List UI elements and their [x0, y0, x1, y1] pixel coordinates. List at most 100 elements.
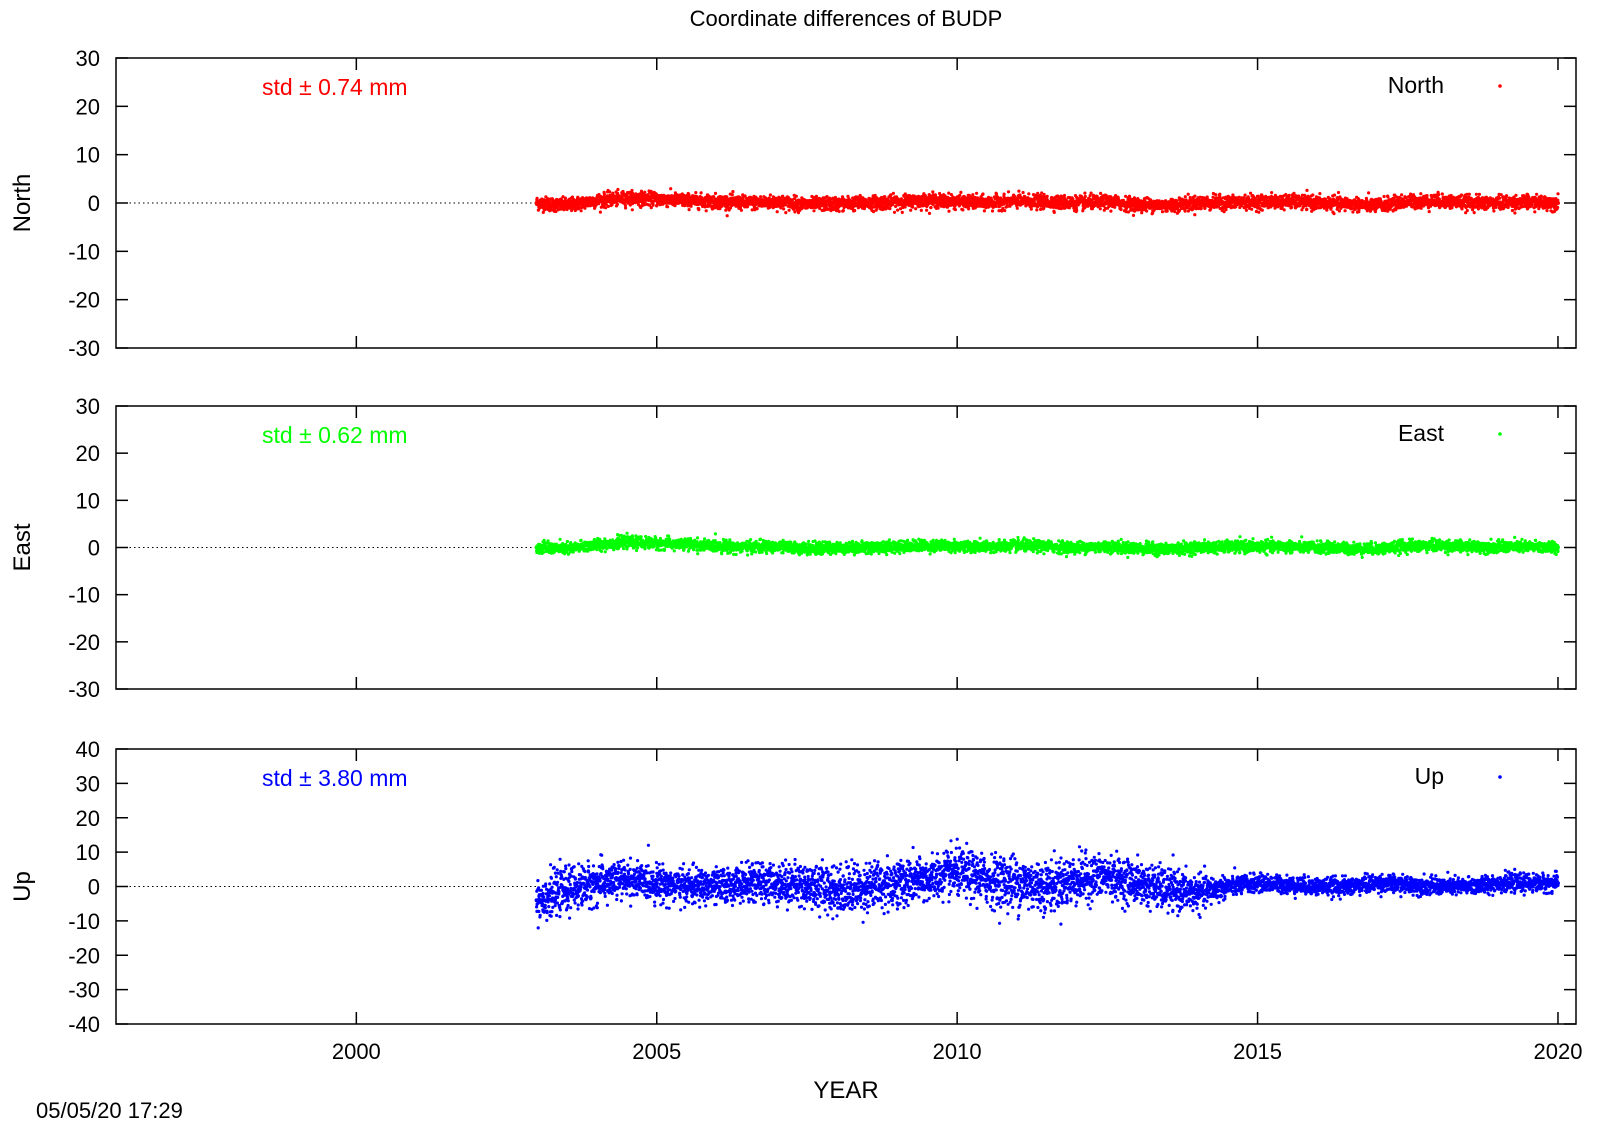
scatter-dot [812, 209, 815, 212]
scatter-dot [896, 209, 899, 212]
scatter-dot [1099, 192, 1102, 195]
scatter-dot [713, 206, 716, 209]
scatter-dot [652, 204, 655, 207]
scatter-dot [838, 210, 841, 213]
scatter-dot [1288, 194, 1291, 197]
scatter-dot [1290, 206, 1293, 209]
scatter-dot [929, 206, 932, 209]
scatter-dot [1166, 210, 1169, 213]
scatter-dot [1257, 211, 1260, 214]
scatter-dot [1333, 194, 1336, 197]
scatter-dot [1035, 208, 1038, 211]
scatter-dot [782, 207, 785, 210]
scatter-dot [1261, 209, 1264, 212]
scatter-dot [1175, 199, 1178, 202]
scatter-dot [1244, 194, 1247, 197]
scatter-dot [608, 190, 611, 193]
y-tick-label: 30 [76, 46, 100, 71]
scatter-dot [616, 203, 619, 206]
scatter-dot [931, 190, 934, 193]
scatter-dot [925, 209, 928, 212]
scatter-cloud-north [535, 187, 1560, 217]
scatter-dot [1425, 194, 1428, 197]
scatter-dot [947, 192, 950, 195]
scatter-dot [1338, 209, 1341, 212]
scatter-dot [947, 210, 950, 213]
scatter-dot [1003, 193, 1006, 196]
scatter-dot [1386, 195, 1389, 198]
scatter-dot [893, 211, 896, 214]
y-tick-label: 10 [76, 143, 100, 168]
scatter-dot [1016, 207, 1019, 210]
scatter-dot [995, 205, 998, 208]
scatter-dot [784, 211, 787, 214]
scatter-dot [564, 197, 567, 200]
scatter-dot [1383, 195, 1386, 198]
scatter-dot [776, 210, 779, 213]
scatter-dot [1113, 206, 1116, 209]
scatter-dot [714, 192, 717, 195]
scatter-dot [920, 209, 923, 212]
std-annotation: std ± 0.74 mm [262, 74, 408, 100]
scatter-dot [1083, 192, 1086, 195]
scatter-dot [603, 193, 606, 196]
scatter-dot [888, 207, 891, 210]
scatter-dot [1063, 194, 1066, 197]
scatter-dot [788, 209, 791, 212]
y-tick-label: 0 [88, 191, 100, 216]
scatter-dot [1120, 208, 1123, 211]
scatter-dot [1344, 209, 1347, 212]
scatter-dot [883, 195, 886, 198]
scatter-dot [1189, 196, 1192, 199]
y-tick-label: 20 [76, 94, 100, 119]
y-axis-label: North [9, 174, 36, 233]
scatter-dot [1099, 207, 1102, 210]
scatter-dot [759, 195, 762, 198]
scatter-dot [697, 208, 700, 211]
scatter-dot [666, 205, 669, 208]
scatter-dot [779, 206, 782, 209]
scatter-dot [1318, 192, 1321, 195]
scatter-dot [983, 209, 986, 212]
scatter-dot [900, 197, 903, 200]
scatter-dot [731, 190, 734, 193]
scatter-dot [1022, 191, 1025, 194]
scatter-dot [1351, 210, 1354, 213]
scatter-dot [909, 209, 912, 212]
scatter-dot [1257, 195, 1260, 198]
scatter-dot [1145, 209, 1148, 212]
scatter-dot [1367, 191, 1370, 194]
scatter-dot [971, 193, 974, 196]
scatter-dot [1109, 210, 1112, 213]
scatter-dot [631, 208, 634, 211]
scatter-dot [1075, 209, 1078, 212]
scatter-dot [914, 207, 917, 210]
scatter-dot [1036, 192, 1039, 195]
scatter-dot [1428, 210, 1431, 213]
scatter-dot [616, 188, 619, 191]
scatter-dot [694, 191, 697, 194]
scatter-dot [1249, 192, 1252, 195]
scatter-dot [700, 191, 703, 194]
scatter-dot [999, 196, 1002, 199]
y-tick-label: -10 [68, 239, 100, 264]
scatter-dot [769, 193, 772, 196]
scatter-dot [688, 208, 691, 211]
scatter-dot [580, 209, 583, 212]
scatter-dot [1224, 208, 1227, 211]
scatter-dot [1084, 195, 1087, 198]
scatter-dot [1193, 195, 1196, 198]
scatter-dot [1245, 209, 1248, 212]
y-tick-label: -20 [68, 288, 100, 313]
scatter-dot [536, 197, 539, 200]
scatter-dot [958, 194, 961, 197]
scatter-dot [1337, 191, 1340, 194]
scatter-dot [991, 209, 994, 212]
scatter-dot [1030, 208, 1033, 211]
scatter-dot [961, 208, 964, 211]
scatter-dot [1053, 211, 1056, 214]
scatter-dot [1305, 208, 1308, 211]
scatter-dot [892, 192, 895, 195]
scatter-dot [1124, 195, 1127, 198]
